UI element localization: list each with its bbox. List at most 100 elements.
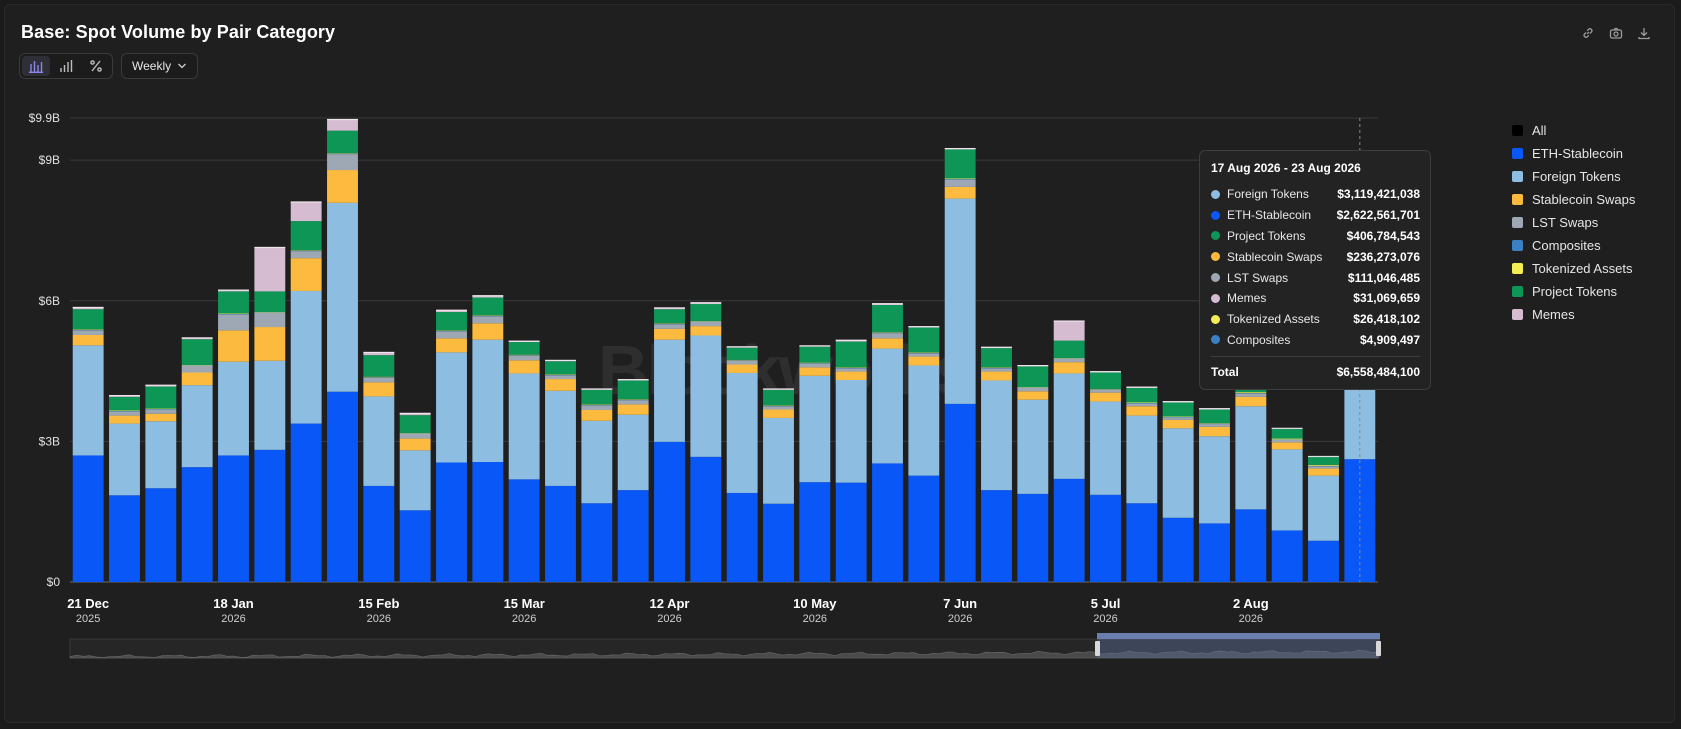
bar-segment (617, 380, 649, 400)
bar-segment (1017, 387, 1049, 392)
bar-segment (1162, 417, 1194, 418)
bar-segment (363, 355, 395, 377)
bar-segment (363, 396, 395, 486)
bar-segment (1053, 373, 1085, 479)
navigator-handle-left (1095, 641, 1100, 656)
legend-item[interactable]: Stablecoin Swaps (1512, 188, 1635, 211)
bar-top-edge (545, 359, 576, 362)
bar-segment (872, 348, 903, 464)
tooltip-rows: Foreign Tokens $3,119,421,038 ETH-Stableco… (1211, 184, 1420, 350)
tooltip-dot (1211, 252, 1220, 262)
download-icon[interactable] (1637, 26, 1651, 40)
legend-item[interactable]: LST Swaps (1512, 211, 1635, 234)
bar-top-edge (218, 289, 249, 291)
bar-segment (872, 332, 903, 333)
bar-segment (436, 330, 467, 331)
legend-item[interactable]: Composites (1512, 234, 1635, 257)
link-icon[interactable] (1581, 26, 1595, 40)
bar-segment (763, 409, 794, 418)
bar-top-edge (508, 340, 540, 342)
bar-segment (726, 359, 758, 361)
bar-segment (944, 178, 976, 180)
x-tick-label: 21 Dec (67, 596, 109, 611)
legend-item[interactable]: Memes (1512, 303, 1635, 326)
bar-segment (1235, 393, 1267, 397)
bar-top-edge (944, 147, 976, 150)
bar-segment (399, 432, 431, 434)
interval-dropdown[interactable]: Weekly (121, 53, 199, 79)
bar-segment (145, 413, 177, 422)
bar-segment (545, 379, 576, 391)
bar-segment (799, 363, 831, 364)
legend-item[interactable]: ETH-Stablecoin (1512, 142, 1635, 165)
x-tick-year: 2026 (948, 613, 972, 625)
legend-swatch (1512, 309, 1523, 320)
y-tick-label: $9B (39, 153, 60, 167)
legend-label: LST Swaps (1532, 215, 1599, 230)
legend-swatch (1512, 194, 1523, 205)
x-tick-label: 5 Jul (1091, 596, 1121, 611)
tooltip-series-value: $406,784,543 (1346, 228, 1420, 243)
bar-segment (218, 291, 249, 314)
bar-segment (181, 364, 213, 366)
bar-segment (1235, 406, 1267, 510)
bar-segment (327, 202, 358, 392)
bar-segment (799, 362, 831, 364)
legend-item[interactable]: All (1512, 119, 1635, 142)
bar-segment (981, 371, 1012, 381)
percent-view-button[interactable] (82, 56, 110, 76)
tooltip-series-value: $236,273,076 (1346, 249, 1420, 264)
view-toggle-group (19, 53, 113, 79)
legend-item[interactable]: Foreign Tokens (1512, 165, 1635, 188)
tooltip-dot (1211, 231, 1220, 241)
navigator-area (69, 649, 1379, 659)
bar-segment (581, 420, 613, 504)
bar-segment (109, 495, 140, 582)
tooltip-dot (1211, 210, 1220, 220)
bar-top-edge (363, 351, 395, 354)
bar-segment (327, 118, 358, 131)
bar-segment (908, 353, 940, 357)
bar-segment (327, 153, 358, 155)
bar-segment (690, 304, 722, 321)
bar-segment (545, 390, 576, 486)
bar-top-edge (109, 394, 140, 397)
bar-segment (908, 356, 940, 366)
bar-segment (472, 323, 504, 340)
bar-segment (290, 423, 322, 582)
bar-segment (399, 433, 431, 434)
bar-segment (1053, 357, 1085, 359)
bar-top-edge (1017, 364, 1049, 367)
interval-label: Weekly (132, 59, 172, 73)
bar-segment (145, 421, 177, 489)
camera-icon[interactable] (1609, 26, 1623, 40)
bar-segment (1126, 503, 1158, 582)
bar-view-button[interactable] (52, 56, 80, 76)
bar-segment (690, 320, 722, 322)
bar-segment (218, 313, 249, 314)
bar-segment (218, 314, 249, 331)
bar-segment (763, 417, 794, 504)
bar-segment (545, 374, 576, 376)
x-tick-year: 2026 (1239, 613, 1263, 625)
bar-segment (1162, 402, 1194, 417)
legend-item[interactable]: Project Tokens (1512, 280, 1635, 303)
bar-segment (254, 291, 286, 313)
tooltip-total-label: Total (1211, 365, 1239, 380)
bar-segment (617, 399, 649, 401)
bar-segment (981, 367, 1012, 368)
bar-segment (1271, 449, 1303, 531)
bar-segment (72, 455, 104, 582)
bar-segment (799, 482, 831, 582)
bar-segment (1199, 523, 1230, 582)
bar-segment (508, 479, 540, 582)
tooltip-title: 17 Aug 2026 - 23 Aug 2026 (1211, 161, 1361, 175)
stacked-bar-view-button[interactable] (22, 56, 50, 76)
bar-segment (690, 321, 722, 327)
bar-segment (1017, 399, 1049, 494)
legend-label: ETH-Stablecoin (1532, 146, 1624, 161)
legend-item[interactable]: Tokenized Assets (1512, 257, 1635, 280)
bar-segment (581, 389, 613, 405)
bar-segment (1162, 419, 1194, 429)
tooltip-series-value: $3,119,421,038 (1337, 187, 1420, 202)
